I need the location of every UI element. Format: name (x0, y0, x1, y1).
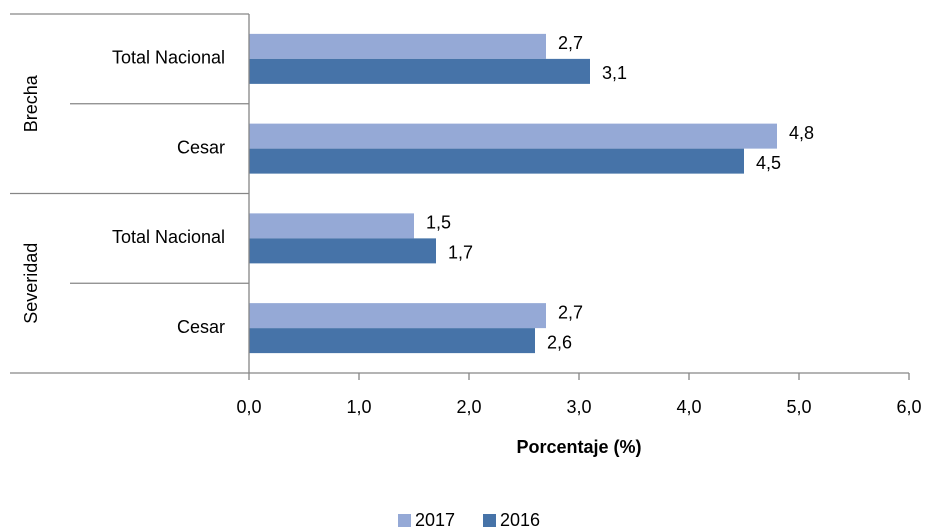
category-label: Cesar (177, 137, 225, 157)
value-label: 4,8 (789, 123, 814, 143)
x-tick-label: 3,0 (566, 397, 591, 417)
x-tick-label: 0,0 (236, 397, 261, 417)
x-tick-label: 1,0 (346, 397, 371, 417)
x-tick-label: 6,0 (896, 397, 921, 417)
category-label: Total Nacional (112, 48, 225, 68)
x-tick-label: 4,0 (676, 397, 701, 417)
bar (249, 148, 744, 174)
value-label: 2,6 (547, 332, 572, 352)
value-label: 1,7 (448, 243, 473, 263)
value-label: 2,7 (558, 33, 583, 53)
group-label: Brecha (21, 74, 41, 132)
value-label: 2,7 (558, 302, 583, 322)
bar (249, 238, 436, 264)
category-label: Cesar (177, 317, 225, 337)
legend-label: 2017 (415, 510, 455, 530)
legend-swatch (483, 514, 496, 527)
bar (249, 328, 535, 354)
value-label: 1,5 (426, 213, 451, 233)
bar (249, 213, 414, 239)
group-label: Severidad (21, 243, 41, 324)
bar (249, 33, 546, 59)
bar (249, 58, 590, 84)
legend-swatch (398, 514, 411, 527)
category-label: Total Nacional (112, 227, 225, 247)
x-tick-label: 5,0 (786, 397, 811, 417)
value-label: 3,1 (602, 63, 627, 83)
bar (249, 123, 777, 149)
x-axis-title: Porcentaje (%) (516, 437, 641, 457)
legend-label: 2016 (500, 510, 540, 530)
bar (249, 303, 546, 329)
x-tick-label: 2,0 (456, 397, 481, 417)
value-label: 4,5 (756, 153, 781, 173)
